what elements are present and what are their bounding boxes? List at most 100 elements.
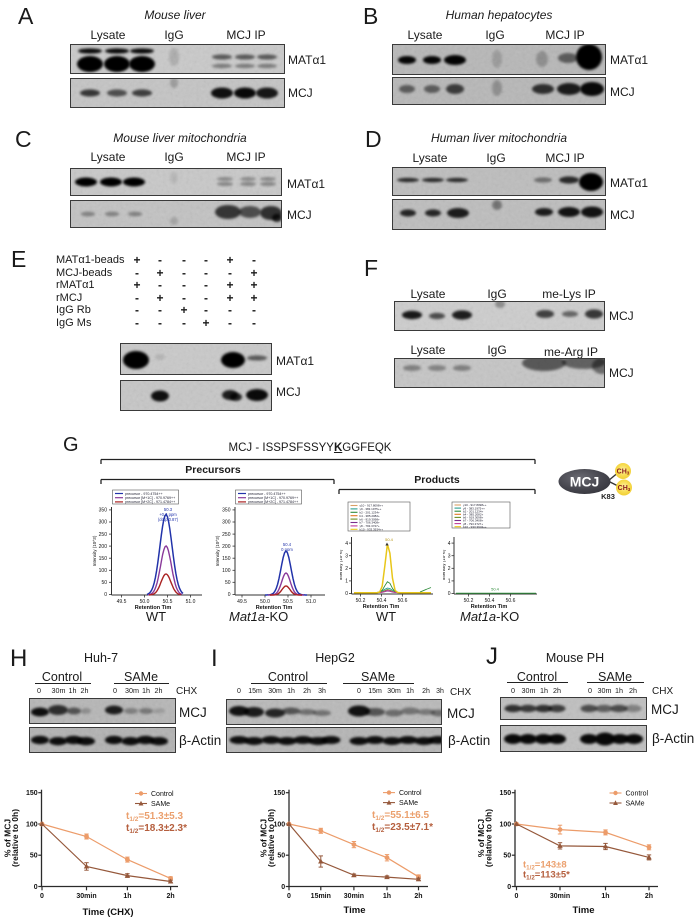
svg-text:y9 - 383.1975++: y9 - 383.1975++ <box>360 507 382 511</box>
svg-text:150: 150 <box>274 790 286 797</box>
svg-text:0: 0 <box>281 884 285 891</box>
svg-text:(dotp 0.87): (dotp 0.87) <box>158 517 179 522</box>
svg-text:b10 - 933.3934++: b10 - 933.3934++ <box>360 528 384 532</box>
svg-text:150: 150 <box>500 790 512 797</box>
svg-text:300: 300 <box>99 520 108 526</box>
svg-text:50.6: 50.6 <box>398 598 408 604</box>
svg-text:4: 4 <box>345 541 348 547</box>
svg-text:1: 1 <box>448 579 451 585</box>
svg-text:3: 3 <box>345 553 348 559</box>
svg-text:Time: Time <box>343 905 365 916</box>
svg-text:1h: 1h <box>123 893 131 900</box>
svg-text:MCJ: MCJ <box>570 474 600 490</box>
svg-text:Control: Control <box>151 791 174 798</box>
svg-text:Retention Tim: Retention Tim <box>256 605 293 610</box>
svg-text:(relative to 0h): (relative to 0h) <box>484 809 494 867</box>
svg-text:b6 - 919.3098+: b6 - 919.3098+ <box>463 516 484 520</box>
svg-text:3: 3 <box>448 553 451 559</box>
svg-text:15min: 15min <box>311 893 331 900</box>
svg-text:30min: 30min <box>344 893 364 900</box>
svg-text:150: 150 <box>26 790 38 797</box>
svg-text:SAMe: SAMe <box>151 801 170 808</box>
svg-text:0: 0 <box>345 591 348 597</box>
svg-text:b7 - 706.3408+: b7 - 706.3408+ <box>360 521 381 525</box>
svg-text:Time (CHX): Time (CHX) <box>82 907 133 918</box>
svg-text:50: 50 <box>503 853 511 860</box>
svg-text:SAMe: SAMe <box>626 801 645 808</box>
svg-text:CH3: CH3 <box>618 485 631 492</box>
svg-text:% of MCJ: % of MCJ <box>259 819 269 858</box>
svg-text:2h: 2h <box>645 893 653 900</box>
svg-text:b2 - 201.1234+: b2 - 201.1234+ <box>360 511 381 515</box>
svg-text:t1/2=113±5*: t1/2=113±5* <box>523 870 570 882</box>
svg-text:250: 250 <box>99 532 108 538</box>
svg-text:0: 0 <box>448 591 451 597</box>
svg-text:(relative to 0h): (relative to 0h) <box>266 809 276 867</box>
svg-text:0: 0 <box>287 893 291 900</box>
svg-text:150: 150 <box>99 556 108 562</box>
svg-text:50: 50 <box>30 853 38 860</box>
svg-text:Retention Tim: Retention Tim <box>471 604 508 610</box>
svg-text:49.5: 49.5 <box>117 599 127 605</box>
svg-text:b4 - 385.2082+: b4 - 385.2082+ <box>360 514 381 518</box>
svg-text:0 ppm: 0 ppm <box>281 547 293 552</box>
svg-text:t1/2=55.1±6.5: t1/2=55.1±6.5 <box>372 810 430 822</box>
svg-text:% of MCJ: % of MCJ <box>3 819 13 858</box>
svg-text:50: 50 <box>101 580 107 586</box>
svg-text:50: 50 <box>225 580 231 586</box>
svg-text:50.4: 50.4 <box>485 598 495 604</box>
svg-text:precursor - 970.4754++: precursor - 970.4754++ <box>125 492 163 496</box>
svg-text:30min: 30min <box>550 893 570 900</box>
svg-text:100: 100 <box>222 568 231 574</box>
svg-text:Retention Tim: Retention Tim <box>363 604 400 610</box>
svg-text:Control: Control <box>626 791 649 798</box>
svg-text:50.4: 50.4 <box>283 542 292 547</box>
svg-text:Intensity (10^6): Intensity (10^6) <box>340 549 343 580</box>
svg-text:50.2: 50.2 <box>464 598 474 604</box>
svg-text:250: 250 <box>222 532 231 538</box>
svg-text:50.3: 50.3 <box>164 507 173 512</box>
svg-text:+0.6 ppm: +0.6 ppm <box>159 512 177 517</box>
svg-text:b4 - 385.2082+: b4 - 385.2082+ <box>463 513 484 517</box>
svg-text:50.0: 50.0 <box>260 599 270 605</box>
svg-text:0: 0 <box>228 592 231 598</box>
svg-text:precursor [M+1C] - 970.9769++: precursor [M+1C] - 970.9769++ <box>125 496 175 500</box>
svg-text:y10 - 917.8098++: y10 - 917.8098++ <box>463 503 487 507</box>
svg-text:t1/2=143±8: t1/2=143±8 <box>523 860 567 872</box>
svg-text:50.2: 50.2 <box>356 598 366 604</box>
svg-text:30min: 30min <box>76 893 96 900</box>
svg-text:b2 - 201.1234+: b2 - 201.1234+ <box>463 509 484 513</box>
svg-text:0: 0 <box>104 592 107 598</box>
svg-text:51.0: 51.0 <box>186 599 196 605</box>
svg-text:1h: 1h <box>383 893 391 900</box>
svg-text:Retention Tim: Retention Tim <box>135 605 172 610</box>
svg-text:b7 - 706.3408+: b7 - 706.3408+ <box>463 519 484 523</box>
svg-text:50: 50 <box>277 853 285 860</box>
svg-text:t1/2=18.3±2.3*: t1/2=18.3±2.3* <box>126 823 187 835</box>
svg-text:200: 200 <box>222 544 231 550</box>
svg-text:Intensity (10^3): Intensity (10^3) <box>215 535 220 566</box>
svg-text:50.4: 50.4 <box>491 587 500 592</box>
svg-text:y8 - 793.3727+: y8 - 793.3727+ <box>463 522 483 526</box>
svg-text:0: 0 <box>40 893 44 900</box>
svg-text:0: 0 <box>515 893 519 900</box>
svg-text:49.5: 49.5 <box>237 599 247 605</box>
svg-text:2: 2 <box>448 566 451 572</box>
svg-text:b10 - 933.3934++: b10 - 933.3934++ <box>463 525 487 529</box>
svg-text:CH3: CH3 <box>617 469 630 476</box>
svg-text:precursor - 970.4754++: precursor - 970.4754++ <box>248 492 286 496</box>
svg-text:100: 100 <box>274 821 286 828</box>
svg-text:2: 2 <box>345 566 348 572</box>
svg-text:50.6: 50.6 <box>506 598 516 604</box>
svg-text:150: 150 <box>222 556 231 562</box>
svg-text:2h: 2h <box>414 893 422 900</box>
svg-text:51.0: 51.0 <box>306 599 316 605</box>
svg-text:2h: 2h <box>167 893 175 900</box>
svg-text:100: 100 <box>500 821 512 828</box>
svg-text:300: 300 <box>222 520 231 526</box>
svg-text:Time: Time <box>572 905 594 916</box>
svg-text:4: 4 <box>448 541 451 547</box>
svg-text:350: 350 <box>222 508 231 514</box>
svg-text:precursor [M+1C] - 970.9769++: precursor [M+1C] - 970.9769++ <box>248 496 298 500</box>
svg-text:y9 - 383.1975++: y9 - 383.1975++ <box>463 506 485 510</box>
